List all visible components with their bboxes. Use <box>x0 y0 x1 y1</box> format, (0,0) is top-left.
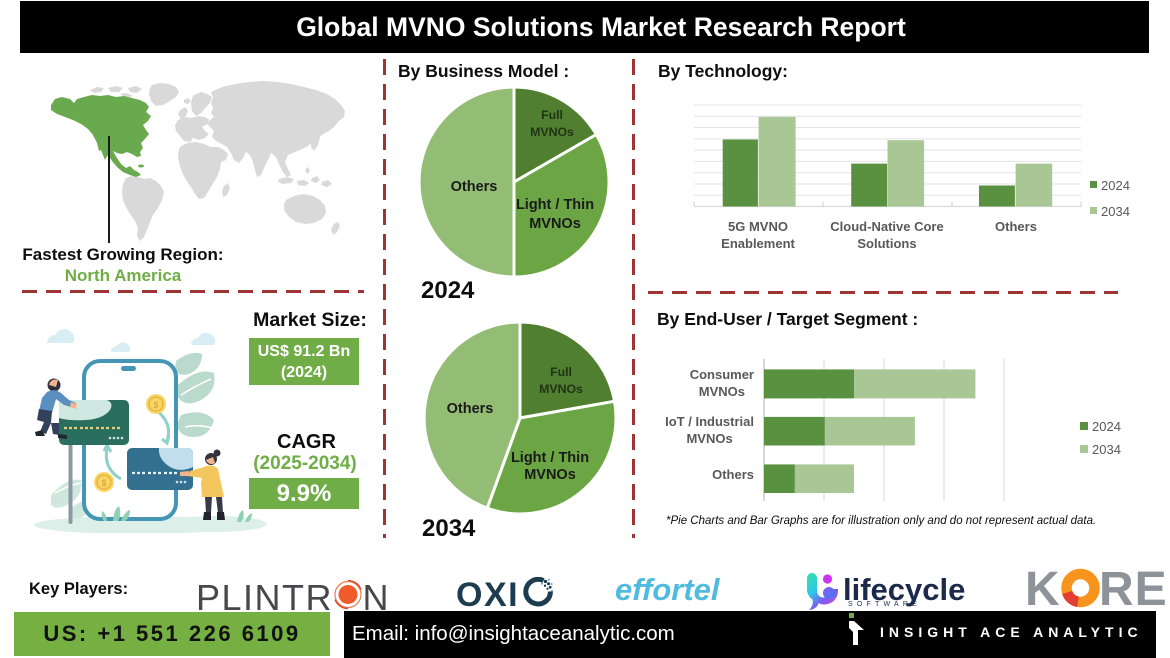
svg-text:Light / Thin: Light / Thin <box>516 197 594 213</box>
svg-text:$: $ <box>153 400 158 410</box>
svg-text:Full: Full <box>550 365 572 379</box>
svg-text:Light / Thin: Light / Thin <box>511 450 589 466</box>
svg-text:Full: Full <box>541 108 563 122</box>
svg-text:MVNOs: MVNOs <box>539 382 583 396</box>
svg-text:MVNOs: MVNOs <box>530 125 574 139</box>
svg-text:$: $ <box>101 478 106 488</box>
svg-text:MVNOs: MVNOs <box>529 216 581 232</box>
svg-text:MVNOs: MVNOs <box>524 467 576 483</box>
svg-text:Others: Others <box>451 179 498 195</box>
svg-text:Others: Others <box>447 401 494 417</box>
